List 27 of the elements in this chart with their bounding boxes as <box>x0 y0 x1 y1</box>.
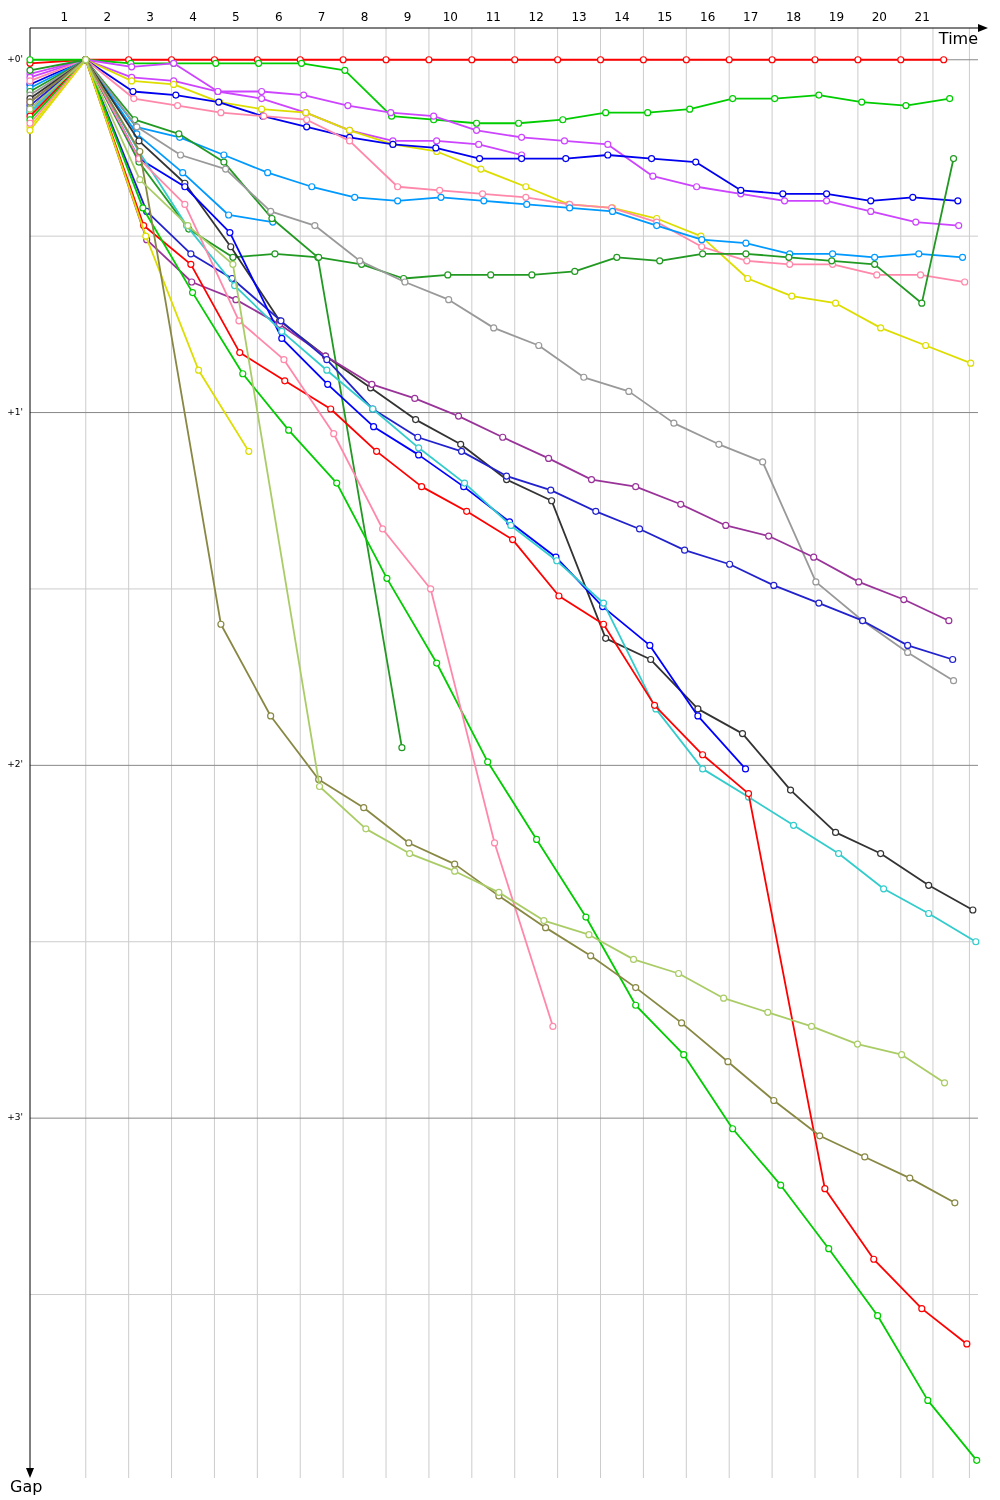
y-tick-label: +3' <box>7 1112 23 1123</box>
x-tick-label: 19 <box>828 10 845 24</box>
x-tick-label: 13 <box>571 10 587 24</box>
x-tick-label: 9 <box>403 10 412 24</box>
x-tick-label: 10 <box>442 10 459 24</box>
x-tick-label: 2 <box>103 10 112 24</box>
x-tick-label: 8 <box>360 10 369 24</box>
x-tick-label: 4 <box>189 10 197 24</box>
y-tick-label: +0' <box>7 53 23 64</box>
x-tick-label: 15 <box>657 10 673 24</box>
x-tick-label: 11 <box>485 10 501 24</box>
y-tick-label: +1' <box>7 406 23 417</box>
x-tick-label: 3 <box>146 10 154 24</box>
y-axis-title: Gap <box>10 1477 43 1496</box>
x-tick-label: 1 <box>60 10 69 24</box>
x-tick-label: 5 <box>232 10 240 24</box>
x-tick-label: 7 <box>317 10 326 24</box>
x-tick-label: 21 <box>914 10 930 24</box>
x-tick-label: 14 <box>614 10 630 24</box>
x-tick-label: 17 <box>743 10 759 24</box>
x-axis-title: Time <box>937 29 978 48</box>
x-tick-label: 16 <box>700 10 716 24</box>
x-tick-label: 18 <box>785 10 802 24</box>
x-tick-label: 20 <box>871 10 887 24</box>
x-tick-label: 12 <box>528 10 544 24</box>
x-tick-label: 6 <box>274 10 283 24</box>
y-tick-label: +2' <box>7 759 23 770</box>
